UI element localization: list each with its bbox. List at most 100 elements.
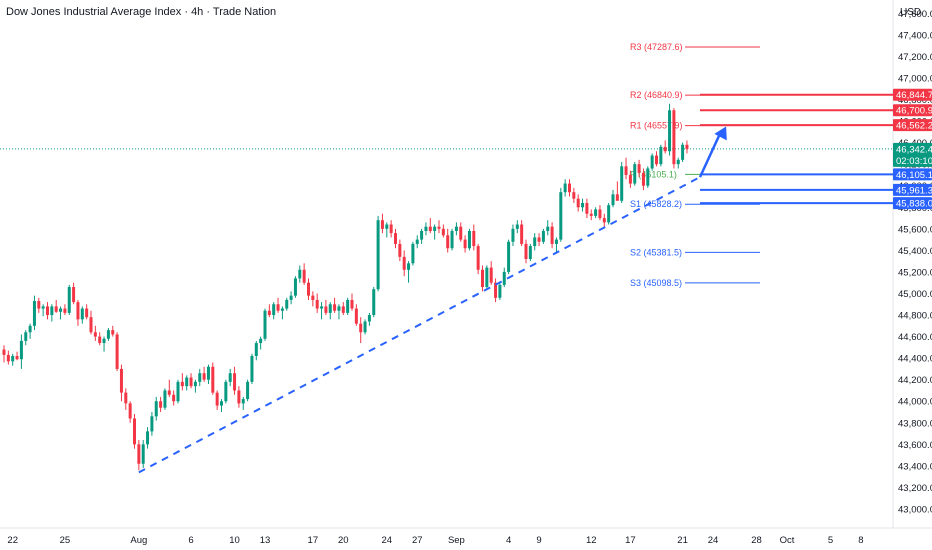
- y-tick-label: 47,600.0: [898, 9, 932, 20]
- candle-body: [185, 377, 189, 387]
- candle-body: [528, 246, 532, 259]
- candle-body: [655, 155, 658, 165]
- candle-body: [372, 289, 376, 316]
- pivot-level-label: R1 (46557.9): [630, 121, 683, 131]
- x-tick-label: 12: [586, 535, 597, 546]
- candle-body: [433, 226, 437, 231]
- candle-body: [350, 299, 354, 309]
- candle-body: [228, 373, 232, 382]
- time-axis[interactable]: 22 25 Aug 6 10 13 17 20 24 27 Sep 4 9 12 17 21 24 28 Oct 5 8: [7, 535, 863, 546]
- candle-body: [546, 226, 550, 231]
- candle-body: [537, 237, 541, 242]
- candle-body: [150, 416, 154, 432]
- candle-body: [76, 302, 80, 320]
- candle-body: [19, 340, 23, 360]
- candle-body: [633, 164, 637, 184]
- candle-body: [237, 390, 241, 404]
- y-tick-label: 47,400.0: [898, 30, 932, 41]
- candle-body: [254, 343, 258, 356]
- candle-body: [133, 418, 136, 445]
- price-tag: [893, 197, 932, 210]
- candle-body: [515, 224, 519, 229]
- y-tick-label: 45,200.0: [898, 267, 932, 278]
- candle-body: [211, 366, 215, 393]
- trend-annotations: [138, 126, 727, 474]
- x-tick-label: 27: [412, 535, 423, 546]
- price-tag: [893, 119, 932, 132]
- currency-label: USD: [900, 7, 922, 18]
- candle-body: [446, 235, 450, 249]
- candle-body: [685, 144, 689, 149]
- candle-body: [111, 330, 115, 335]
- x-tick-label: 21: [677, 535, 688, 546]
- candle-body: [646, 168, 650, 186]
- x-tick-label: 10: [229, 535, 240, 546]
- candle-body: [650, 155, 654, 169]
- candle-body: [263, 310, 267, 339]
- candle-body: [615, 194, 619, 201]
- candle-body: [163, 390, 167, 408]
- x-tick-label: 24: [708, 535, 719, 546]
- candle-body: [376, 220, 380, 290]
- candle-body: [541, 230, 545, 242]
- x-tick-label: 9: [536, 535, 541, 546]
- forecast-arrow-head: [714, 126, 727, 141]
- candle-body: [585, 202, 589, 214]
- pivot-level-label: P (46105.1): [630, 169, 677, 179]
- candle-body: [463, 239, 467, 249]
- candle-body: [559, 192, 563, 240]
- price-tag-value: 46,342.4: [896, 144, 932, 155]
- candle-body: [394, 233, 397, 244]
- y-tick-label: 43,800.0: [898, 418, 932, 429]
- x-tick-label: 8: [858, 535, 863, 546]
- candle-body: [420, 230, 424, 240]
- candle-body: [128, 403, 132, 419]
- candle-body: [589, 213, 593, 216]
- y-tick-label: 47,200.0: [898, 52, 932, 63]
- candle-body: [454, 226, 458, 231]
- x-tick-label: Sep: [448, 535, 465, 546]
- candle-body: [315, 299, 319, 309]
- candle-body: [259, 338, 263, 344]
- candle-body: [220, 401, 223, 406]
- candle-body: [594, 209, 598, 216]
- candle-body: [494, 282, 498, 298]
- candle-body: [620, 166, 624, 201]
- candle-body: [124, 392, 128, 404]
- price-tag: [893, 168, 932, 181]
- x-tick-label: Aug: [130, 535, 147, 546]
- candle-body: [215, 392, 219, 406]
- x-tick-label: 13: [260, 535, 271, 546]
- y-tick-label: 44,000.0: [898, 397, 932, 408]
- candles: [2, 103, 689, 471]
- candle-body: [602, 218, 606, 223]
- candle-body: [398, 243, 402, 257]
- y-tick-label: 44,600.0: [898, 332, 932, 343]
- candle-body: [333, 304, 337, 311]
- candle-body: [54, 306, 58, 312]
- candle-body: [385, 224, 389, 229]
- candle-body: [428, 226, 432, 231]
- y-tick-label: 47,000.0: [898, 73, 932, 84]
- candle-body: [672, 110, 676, 165]
- candle-body: [481, 269, 484, 288]
- candle-body: [337, 306, 341, 311]
- candle-body: [67, 287, 71, 313]
- candle-body: [167, 390, 171, 395]
- candle-body: [554, 239, 558, 244]
- x-tick-label: 4: [506, 535, 511, 546]
- price-axis[interactable]: 43,000.0 43,200.0 43,400.0 43,600.0 43,800.0…: [898, 9, 932, 516]
- candle-body: [472, 230, 476, 247]
- candle-body: [402, 256, 406, 270]
- pivot-level-label: R2 (46840.9): [630, 90, 683, 100]
- candle-body: [241, 399, 245, 404]
- candle-body: [324, 306, 328, 313]
- candle-body: [115, 334, 119, 369]
- candle-body: [246, 381, 250, 400]
- x-tick-label: 28: [751, 535, 762, 546]
- x-tick-label: 6: [188, 535, 193, 546]
- candle-body: [46, 306, 49, 316]
- candle-body: [15, 355, 19, 360]
- candle-body: [302, 269, 306, 283]
